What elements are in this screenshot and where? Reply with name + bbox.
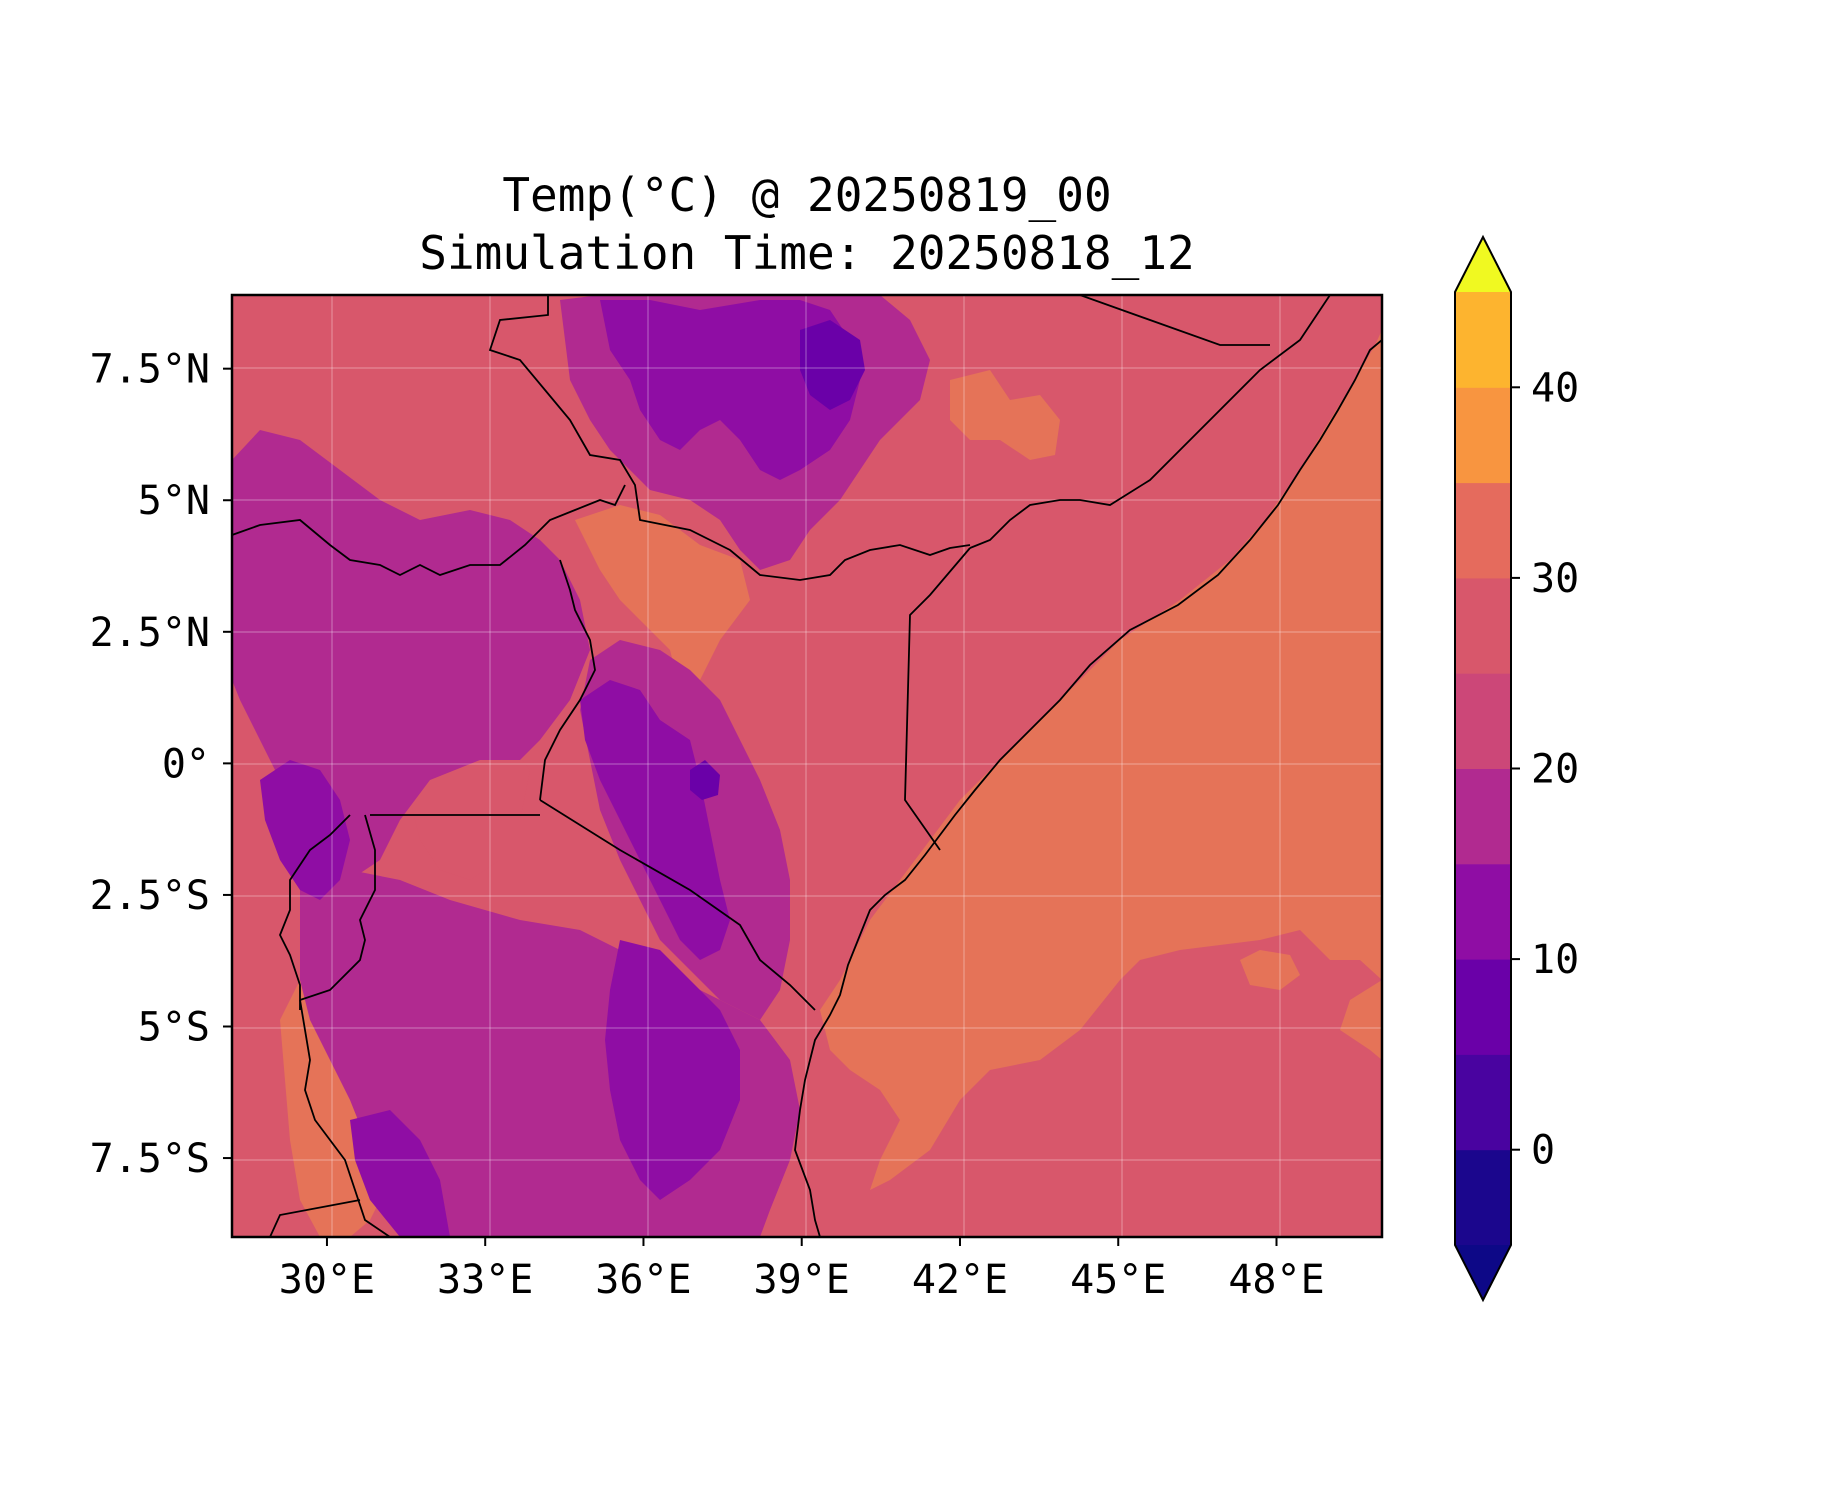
colorbar: 0 10 20 30 40 xyxy=(1454,234,1579,1303)
colorbar-segment xyxy=(1455,768,1511,865)
map-panel xyxy=(232,295,1382,1237)
kenya-tanzania-border xyxy=(539,799,816,1011)
y-tick-label: 7.5°S xyxy=(90,1136,210,1182)
y-tick-label: 5°N xyxy=(138,478,210,524)
y-tick-label: 7.5°N xyxy=(90,347,210,393)
south-sudan-ethiopia-border xyxy=(488,295,971,581)
colorbar-segment xyxy=(1455,673,1511,769)
kenya-coldest-spot xyxy=(690,760,720,800)
drc-border xyxy=(299,814,376,1001)
zambia-border xyxy=(269,1199,361,1237)
map-title-line-2: Simulation Time: 20250818_12 xyxy=(419,226,1195,280)
colorbar-tick-label: 10 xyxy=(1531,937,1579,983)
northeast-warm-patch xyxy=(950,370,1060,460)
kenya-somalia-border xyxy=(904,547,971,851)
colorbar-segment xyxy=(1455,292,1511,388)
x-tick-label: 30°E xyxy=(279,1257,375,1303)
ethiopia-cold-region xyxy=(600,300,860,480)
rift-cold-region xyxy=(260,760,350,900)
north-kenya-warm-patch xyxy=(575,505,750,690)
colorbar-under-extension xyxy=(1455,1245,1511,1300)
ethiopia-coldest-spot xyxy=(800,320,865,410)
somalia-ethiopia-border xyxy=(1079,295,1270,346)
x-axis-ticks: 30°E 33°E 36°E 39°E 42°E 45°E 48°E xyxy=(279,1237,1325,1303)
ocean-warm-patch xyxy=(1240,950,1300,990)
colorbar-tick-label: 20 xyxy=(1531,747,1579,793)
colorbar-tick-label: 0 xyxy=(1531,1128,1555,1174)
x-tick-label: 36°E xyxy=(595,1257,691,1303)
south-sudan-uganda-border xyxy=(232,484,626,577)
colorbar-segment xyxy=(1455,387,1511,484)
colorbar-tick-label: 30 xyxy=(1531,556,1579,602)
y-axis-ticks: 7.5°N 5°N 2.5°N 0° 2.5°S 5°S 7.5°S xyxy=(90,347,232,1182)
x-tick-label: 45°E xyxy=(1070,1257,1166,1303)
y-tick-label: 2.5°N xyxy=(90,610,210,656)
colorbar-segment xyxy=(1455,959,1511,1055)
lake-tanganyika-border xyxy=(299,999,391,1237)
kenya-cold-region xyxy=(580,680,730,960)
x-tick-label: 33°E xyxy=(437,1257,533,1303)
uganda-kenya-border xyxy=(539,559,596,801)
colorbar-segment xyxy=(1455,1054,1511,1151)
kenya-ethiopia-border xyxy=(969,295,1331,549)
map-title-line-1: Temp(°C) @ 20250819_00 xyxy=(502,168,1112,222)
colorbar-segment xyxy=(1455,577,1511,674)
y-tick-label: 5°S xyxy=(138,1004,210,1050)
country-borders xyxy=(232,295,1382,1237)
tanzania-cold-region xyxy=(605,940,740,1200)
y-tick-label: 0° xyxy=(162,741,210,787)
coastline xyxy=(794,339,1382,1237)
rwanda-burundi-border xyxy=(279,814,351,1010)
colorbar-segment xyxy=(1455,863,1511,960)
ocean-warm-region-east xyxy=(1340,980,1382,1060)
map-frame xyxy=(230,293,1384,1239)
x-tick-label: 42°E xyxy=(912,1257,1008,1303)
y-tick-label: 2.5°S xyxy=(90,873,210,919)
map-gridlines xyxy=(232,295,1382,1237)
colorbar-segment xyxy=(1455,1149,1511,1246)
colorbar-segment xyxy=(1455,482,1511,579)
colorbar-tick-label: 40 xyxy=(1531,365,1579,411)
x-tick-label: 39°E xyxy=(754,1257,850,1303)
ocean-warm-region xyxy=(820,330,1382,1190)
uganda-cool-region xyxy=(232,430,590,880)
rift-cold-region-south xyxy=(350,1110,450,1237)
colorbar-outline xyxy=(1454,234,1512,1303)
colorbar-over-extension xyxy=(1455,237,1511,292)
x-tick-label: 48°E xyxy=(1228,1257,1324,1303)
